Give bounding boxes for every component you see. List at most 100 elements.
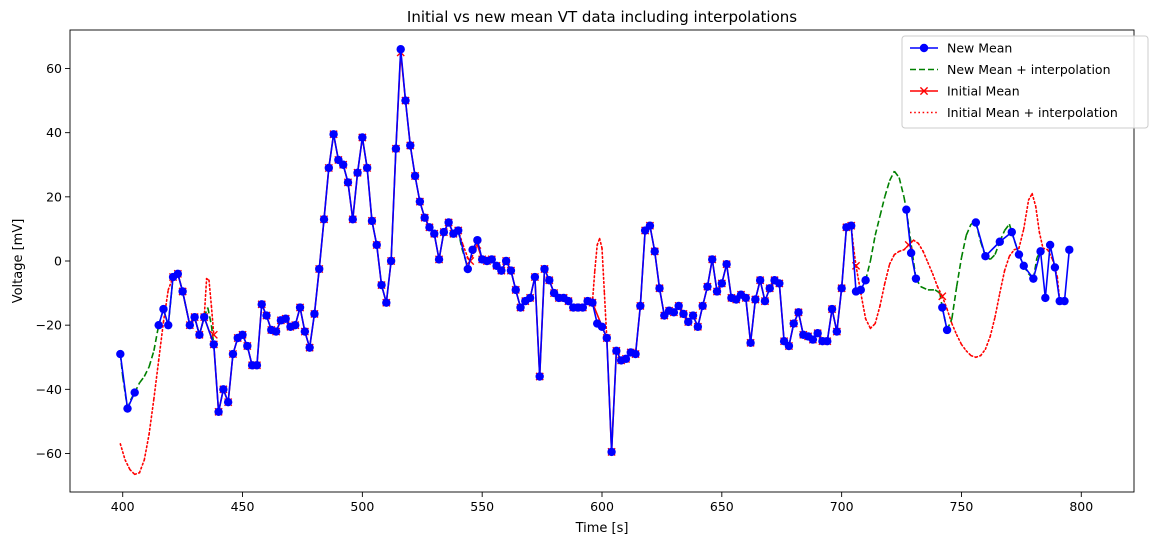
series-3-segment [912, 239, 920, 245]
series-0-point [291, 320, 300, 330]
x-tick-label: 400 [111, 499, 135, 514]
series-0-point [938, 303, 947, 312]
series-3-segment [1008, 248, 1015, 257]
series-0-point [564, 296, 573, 306]
series-0-point [262, 311, 271, 320]
x-tick-label: 550 [470, 499, 494, 514]
series-3-segment [591, 269, 596, 304]
series-0-segment [328, 134, 335, 169]
series-0-segment [634, 305, 642, 355]
series-0-point [1041, 293, 1050, 303]
series-0-segment [361, 137, 368, 169]
series-0-point [324, 163, 334, 173]
series-0-point [238, 330, 247, 339]
series-0-point [154, 320, 163, 330]
series-3-segment [138, 459, 146, 474]
y-tick-label: −40 [36, 382, 62, 397]
series-0-point [789, 319, 798, 328]
series-0-point [525, 293, 535, 303]
series-0-point [463, 264, 473, 274]
series-0-point [511, 285, 520, 295]
series-3-segment [1018, 228, 1025, 249]
series-0-segment [404, 100, 412, 146]
series-3-segment [931, 273, 939, 288]
series-0-point [669, 308, 679, 317]
series-0-point [597, 322, 607, 331]
series-0-point [185, 320, 195, 330]
series-3-segment [462, 244, 469, 259]
series-0-point [650, 247, 659, 256]
x-tick-label: 750 [950, 499, 974, 514]
series-3-segment [205, 277, 210, 282]
series-0-point [439, 227, 449, 237]
series-0-point [506, 266, 516, 275]
series-3-segment [598, 237, 603, 249]
series-0-segment [399, 49, 407, 101]
series-3-segment [603, 292, 608, 339]
series-3-segment [999, 269, 1006, 294]
series-0-point [159, 304, 168, 314]
series-0-point [214, 407, 223, 416]
series-0-point [765, 284, 774, 293]
series-0-segment [332, 134, 340, 161]
series-0-segment [313, 268, 321, 315]
series-1-segment [955, 257, 963, 287]
series-0-segment [256, 304, 263, 366]
series-0-point [703, 282, 712, 291]
series-3-segment [879, 282, 886, 307]
series-0-point [674, 301, 683, 311]
series-0-point [228, 349, 238, 359]
series-1 [119, 170, 1042, 409]
series-0-point [444, 218, 453, 227]
series-0-point [281, 314, 290, 323]
series-3-segment [893, 250, 900, 256]
x-tick-label: 500 [350, 499, 374, 514]
series-0-point [396, 45, 405, 54]
y-tick-label: −20 [36, 318, 62, 333]
x-tick-label: 650 [710, 499, 734, 514]
series-1-segment [989, 254, 996, 260]
series-0-segment [826, 309, 833, 342]
series-0-segment [323, 167, 330, 220]
series-3 [119, 192, 1061, 476]
series-0-segment [778, 283, 785, 342]
series-0-point [981, 251, 990, 261]
series-0-point [219, 385, 228, 394]
series-3-segment [1046, 248, 1054, 261]
series-0-point [343, 178, 353, 187]
series-3-segment [167, 276, 174, 291]
series-0 [116, 45, 1074, 457]
series-0-segment [356, 137, 364, 173]
series-0-segment [850, 225, 857, 292]
series-0-point [832, 327, 842, 336]
series-0-point [911, 274, 921, 283]
series-1-segment [148, 350, 155, 368]
y-tick-label: 60 [46, 61, 62, 76]
series-3-segment [989, 316, 996, 338]
series-0-segment [538, 268, 546, 377]
series-3-segment [157, 321, 165, 362]
series-0-point [708, 255, 717, 264]
legend-label-2: Initial Mean [947, 84, 1020, 99]
y-tick-label: −60 [36, 446, 62, 461]
series-0-point [1029, 274, 1038, 283]
series-1-segment [898, 177, 905, 198]
x-axis-label: Time [s] [575, 521, 629, 536]
series-0-point [995, 237, 1005, 246]
series-0-segment [318, 219, 325, 270]
series-0-segment [433, 233, 440, 260]
series-3-segment [994, 292, 1001, 318]
series-0-segment [203, 316, 215, 345]
series-0-point [130, 388, 139, 397]
x-tick-label: 450 [231, 499, 255, 514]
legend-label-1: New Mean + interpolation [947, 62, 1111, 77]
series-3-segment [917, 242, 924, 253]
series-0-point [621, 354, 631, 364]
series-0-point [971, 218, 981, 227]
series-0-point [164, 320, 173, 330]
series-0-segment [653, 251, 661, 289]
series-0-point [1060, 296, 1069, 306]
series-0-point [501, 256, 511, 266]
series-0-point [1014, 250, 1024, 259]
